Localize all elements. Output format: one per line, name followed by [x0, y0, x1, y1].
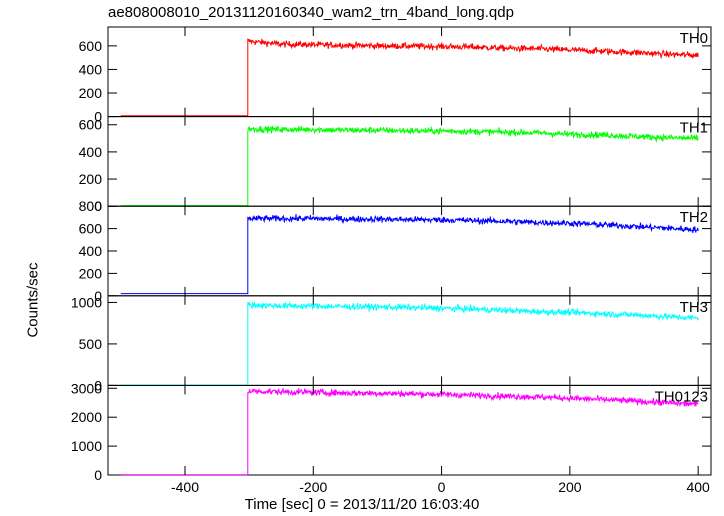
x-tick-label-400: 400	[686, 479, 710, 495]
y-axis-label: Counts/sec	[24, 262, 42, 338]
y-tick-label-TH2-800: 800	[79, 198, 103, 214]
series-line-TH2	[120, 214, 699, 295]
y-tick-label-TH1-400: 400	[79, 144, 103, 160]
y-tick-label-TH0123-0: 0	[94, 467, 102, 483]
y-tick-label-TH3-0: 0	[94, 377, 102, 393]
y-tick-label-TH1-0: 0	[94, 198, 102, 214]
x-tick-label-200: 200	[558, 479, 582, 495]
x-tick-label-0: 0	[438, 479, 446, 495]
y-tick-label-TH1-200: 200	[79, 171, 103, 187]
y-tick-label-TH0123-2000: 2000	[71, 409, 102, 425]
panel-frame-TH0	[107, 26, 712, 118]
y-tick-label-TH0-0: 0	[94, 109, 102, 125]
y-tick-label-TH0-400: 400	[79, 61, 103, 77]
series-line-TH3	[120, 300, 699, 386]
series-line-TH1	[120, 125, 699, 206]
chart-title: ae808008010_20131120160340_wam2_trn_4ban…	[108, 4, 514, 21]
y-tick-label-TH0-600: 600	[79, 38, 103, 54]
x-tick-label--400: -400	[171, 479, 199, 495]
y-tick-label-TH3-500: 500	[79, 336, 103, 352]
x-axis-label: Time [sec] 0 = 2013/11/20 16:03:40	[244, 496, 480, 513]
y-tick-label-TH3-1000: 1000	[71, 294, 102, 310]
x-tick-label--200: -200	[299, 479, 327, 495]
y-tick-label-TH2-400: 400	[79, 243, 103, 259]
panel-label-TH3: TH3	[680, 299, 708, 316]
y-tick-label-TH2-200: 200	[79, 265, 103, 281]
panel-label-TH0: TH0	[680, 30, 708, 47]
y-tick-label-TH1-600: 600	[79, 117, 103, 133]
panel-label-TH2: TH2	[680, 209, 708, 226]
panel-frame-TH1	[107, 116, 712, 207]
panel-frame-TH0123	[107, 384, 712, 476]
y-tick-label-TH2-0: 0	[94, 288, 102, 304]
series-line-TH0123	[120, 387, 699, 476]
y-tick-label-TH2-600: 600	[79, 221, 103, 237]
y-tick-label-TH0-200: 200	[79, 85, 103, 101]
y-tick-label-TH0123-1000: 1000	[71, 438, 102, 454]
panel-label-TH1: TH1	[680, 120, 708, 137]
y-tick-label-TH0123-3000: 3000	[71, 380, 102, 396]
series-line-TH0	[120, 38, 699, 117]
panel-label-TH0123: TH0123	[655, 388, 708, 405]
